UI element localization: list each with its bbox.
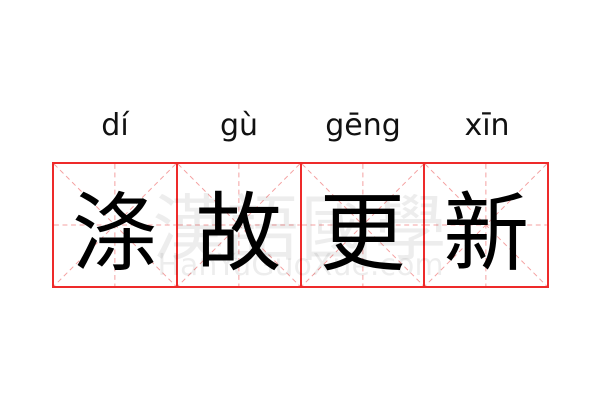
character-cell: 涤 — [54, 164, 178, 286]
guide-lines — [301, 164, 424, 286]
pinyin-1: dí — [101, 108, 129, 143]
pinyin-3: gēng — [325, 108, 401, 143]
character-cell: 故 — [177, 164, 302, 286]
character-2: 故 — [195, 183, 282, 284]
character-grid: 涤 故 更 新 — [52, 162, 549, 288]
guide-lines — [177, 164, 300, 286]
character-cell: 新 — [425, 164, 547, 286]
guide-lines — [54, 164, 176, 286]
pinyin-4: xīn — [464, 108, 510, 143]
character-4: 新 — [443, 183, 530, 284]
character-1: 涤 — [71, 183, 158, 284]
guide-lines — [425, 164, 547, 286]
character-cell: 更 — [301, 164, 426, 286]
pinyin-2: gù — [219, 108, 259, 143]
character-3: 更 — [319, 183, 406, 284]
